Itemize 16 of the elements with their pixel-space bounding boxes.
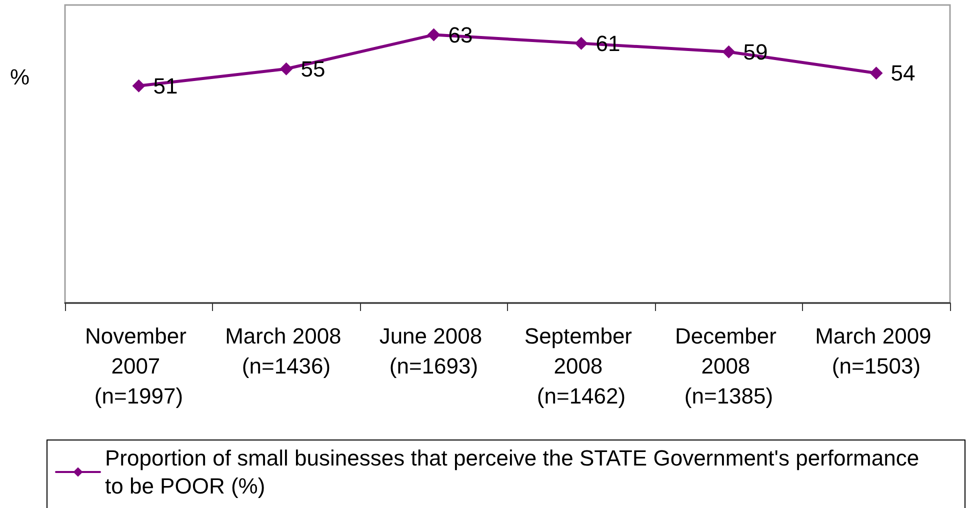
data-label: 55 bbox=[300, 56, 326, 82]
point bbox=[427, 28, 440, 42]
x-tick-label: March 2008 (n=1436) bbox=[225, 324, 348, 378]
point bbox=[722, 45, 736, 58]
y-axis-title: % bbox=[10, 64, 30, 90]
x-tick-label: November 2007 (n=1997) bbox=[84, 324, 193, 408]
point bbox=[870, 66, 883, 80]
x-tick-label: June 2008 (n=1693) bbox=[379, 324, 488, 378]
legend-label: Proportion of small businesses that perceive the STATE Government's performance to be POOR (%) bbox=[105, 446, 926, 498]
point bbox=[280, 62, 293, 76]
x-tick-label: September 2008 (n=1462) bbox=[524, 324, 638, 408]
data-label: 54 bbox=[890, 60, 916, 86]
x-tick-label: March 2009 (n=1503) bbox=[815, 324, 938, 378]
x-tick-label: December 2008 (n=1385) bbox=[674, 324, 783, 408]
point bbox=[132, 79, 146, 92]
point bbox=[574, 36, 588, 50]
